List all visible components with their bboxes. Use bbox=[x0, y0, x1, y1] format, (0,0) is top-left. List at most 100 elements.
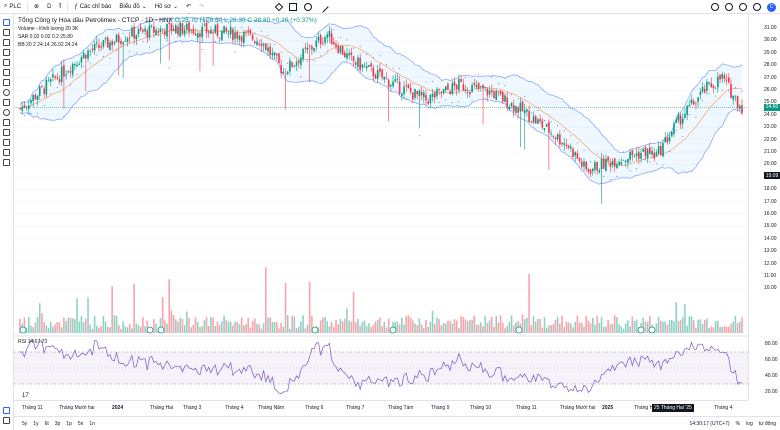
range-button-6t[interactable]: 6t bbox=[44, 420, 49, 427]
volume-bar bbox=[510, 315, 513, 333]
volume-bar bbox=[736, 323, 739, 333]
candle-body bbox=[495, 90, 498, 100]
candle-body bbox=[23, 105, 26, 108]
horizontal-lines-icon[interactable] bbox=[3, 39, 10, 46]
candle-body bbox=[234, 32, 236, 39]
range-button-1p[interactable]: 1p bbox=[66, 420, 72, 427]
time-tick-label: Tháng 4 bbox=[225, 405, 244, 411]
undo-button[interactable]: ↶ bbox=[182, 0, 195, 14]
sar-dot bbox=[563, 130, 565, 132]
volume-bar bbox=[54, 324, 56, 333]
rsi-legend[interactable]: RSI 14 67.73 bbox=[18, 339, 48, 345]
chart-menu-button[interactable]: Biểu đồ ⌄ bbox=[115, 0, 150, 14]
log-toggle[interactable]: log bbox=[746, 421, 753, 427]
sar-dot bbox=[148, 47, 150, 49]
plus-icon: ⊕ bbox=[34, 4, 40, 10]
pattern-icon[interactable] bbox=[3, 59, 10, 66]
range-button-3p[interactable]: 3p bbox=[54, 420, 61, 427]
circle-icon[interactable] bbox=[304, 3, 312, 11]
volume-bar bbox=[32, 327, 34, 333]
candle-body bbox=[497, 91, 500, 92]
redo-button[interactable]: ↷ bbox=[195, 0, 208, 14]
profile-menu-button[interactable]: Hồ sơ ⌄ bbox=[151, 0, 182, 14]
clock[interactable]: 14:30:17 (UTC+7) bbox=[689, 421, 730, 427]
chevron-down-icon: ⌄ bbox=[173, 4, 179, 10]
bar-style-button[interactable]: ⫾ bbox=[55, 0, 65, 14]
sar-dot bbox=[695, 116, 697, 118]
candle-body bbox=[405, 85, 408, 87]
candle-body bbox=[177, 26, 179, 35]
volume-bar bbox=[710, 326, 713, 333]
text-icon[interactable] bbox=[3, 79, 10, 86]
magnet-icon[interactable] bbox=[3, 119, 10, 126]
trendline-icon[interactable] bbox=[3, 29, 10, 36]
emoji-icon[interactable] bbox=[3, 89, 10, 96]
indicators-button[interactable]: ƒ Các chỉ báo bbox=[70, 0, 115, 14]
sar-legend[interactable]: SAR 0.02 0.02 0.2 25.80 bbox=[18, 34, 73, 40]
candle-body bbox=[131, 27, 133, 37]
volume-bar bbox=[229, 321, 232, 333]
volume-bar bbox=[554, 319, 557, 333]
volume-bar bbox=[385, 327, 388, 333]
volume-bar bbox=[232, 325, 234, 333]
zoom-icon[interactable] bbox=[3, 109, 10, 116]
candle-body bbox=[526, 109, 528, 112]
fib-icon[interactable] bbox=[3, 49, 10, 56]
volume-bar bbox=[330, 321, 333, 333]
volume-bar bbox=[664, 321, 666, 333]
candle-body bbox=[554, 137, 557, 140]
candle-body bbox=[436, 89, 438, 97]
range-button-1n[interactable]: 1n bbox=[89, 420, 95, 427]
symbol-search[interactable]: ⌕ PLC bbox=[0, 0, 25, 14]
sar-dot bbox=[445, 99, 447, 101]
brush-icon[interactable] bbox=[3, 69, 10, 76]
volume-bar bbox=[166, 323, 168, 333]
sar-dot bbox=[504, 85, 506, 87]
cursor-icon[interactable] bbox=[3, 19, 10, 26]
fullscreen-icon[interactable] bbox=[739, 3, 747, 11]
volume-bar bbox=[655, 323, 658, 333]
rectangle-icon[interactable] bbox=[289, 3, 297, 11]
range-button-5y[interactable]: 5y bbox=[22, 420, 28, 427]
eye-icon[interactable] bbox=[3, 149, 10, 156]
range-button-1y[interactable]: 1y bbox=[33, 420, 39, 427]
add-symbol-button[interactable]: ⊕ bbox=[30, 0, 43, 14]
volume-bar bbox=[126, 327, 129, 333]
sar-dot bbox=[675, 130, 677, 132]
stay-drawing-icon[interactable] bbox=[3, 129, 10, 136]
layers-icon[interactable] bbox=[3, 417, 10, 424]
volume-bar bbox=[666, 324, 669, 333]
ruler-icon[interactable] bbox=[3, 99, 10, 106]
volume-bar bbox=[89, 324, 92, 333]
percent-toggle[interactable]: % bbox=[735, 421, 741, 427]
volume-bar bbox=[212, 317, 214, 333]
volume-bar bbox=[27, 316, 30, 333]
sar-dot bbox=[688, 114, 690, 116]
sar-dot bbox=[208, 22, 210, 24]
range-button-5n[interactable]: 5n bbox=[77, 420, 84, 427]
star-icon[interactable] bbox=[3, 407, 10, 414]
price-scale[interactable]: 31.00 30.00 29.00 28.00 27.00 26.00 25.00 24.00… bbox=[748, 14, 780, 400]
auto-scale-toggle[interactable]: tự động bbox=[758, 421, 776, 427]
bb-legend[interactable]: BB 20 2 24.14 26.02 24.24 bbox=[18, 42, 78, 48]
candle-body bbox=[137, 29, 140, 35]
candle-body bbox=[203, 24, 206, 26]
volume-bar bbox=[210, 316, 212, 333]
volume-bar bbox=[537, 319, 539, 333]
volume-legend[interactable]: Volume - Khối lượng 20 3K bbox=[18, 26, 79, 32]
candle-body bbox=[313, 48, 315, 52]
volume-bars bbox=[19, 267, 743, 333]
time-axis[interactable]: Tháng 11 Tháng Mười hai 2024 Tháng Hai Tháng… bbox=[14, 400, 748, 416]
interval-button[interactable]: D bbox=[43, 0, 55, 14]
camera-icon[interactable] bbox=[753, 3, 761, 11]
trash-icon[interactable] bbox=[3, 159, 10, 166]
settings-icon[interactable] bbox=[725, 3, 733, 11]
candle-body bbox=[192, 28, 195, 34]
sar-dot bbox=[56, 87, 58, 89]
candle-body bbox=[616, 164, 618, 169]
layout-icon[interactable] bbox=[711, 3, 719, 11]
sar-dot bbox=[366, 53, 368, 55]
volume-bar bbox=[412, 320, 414, 333]
lock-icon[interactable] bbox=[3, 139, 10, 146]
